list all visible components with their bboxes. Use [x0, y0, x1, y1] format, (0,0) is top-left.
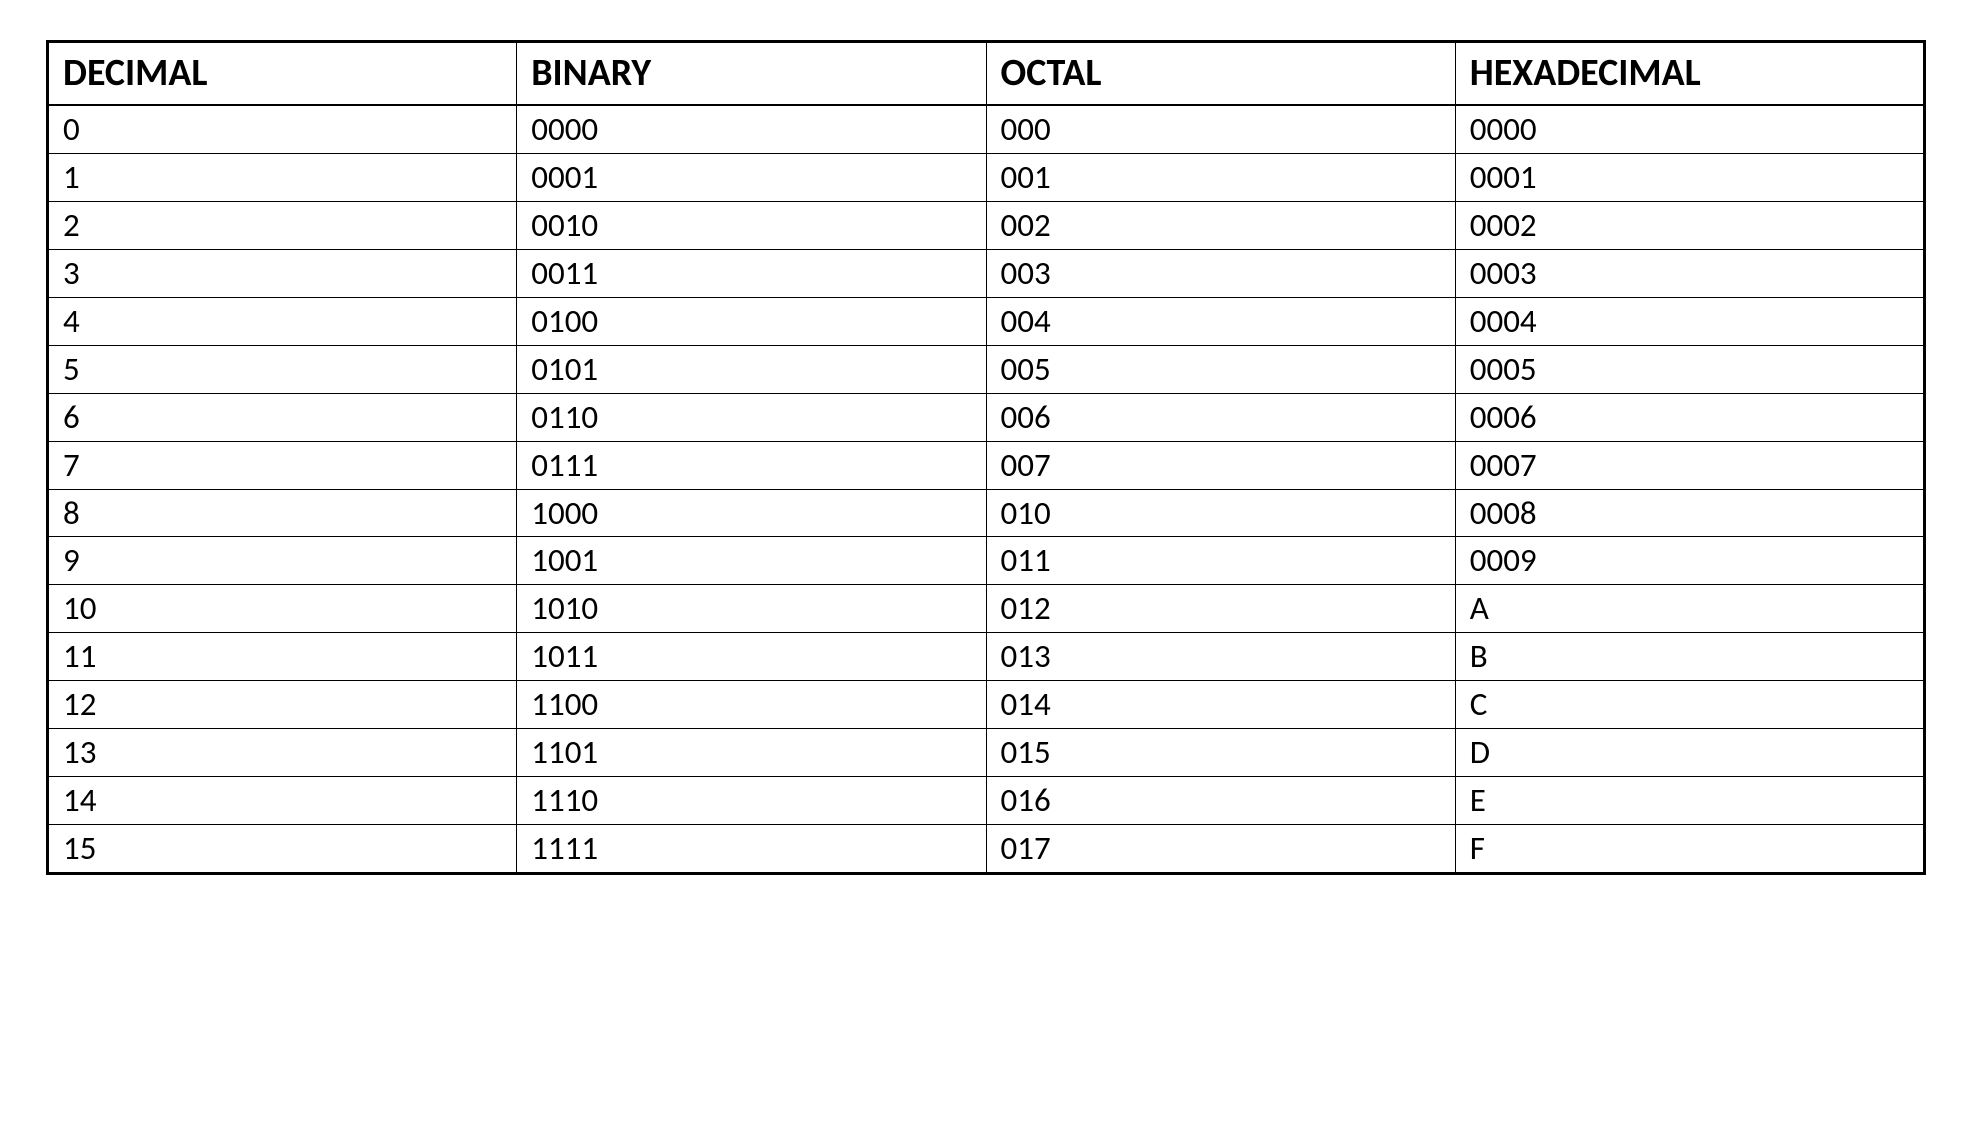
cell-decimal: 5 [48, 345, 517, 393]
table-row: 6 0110 006 0006 [48, 393, 1925, 441]
cell-decimal: 3 [48, 250, 517, 298]
cell-hexadecimal: 0004 [1455, 297, 1924, 345]
table-header-row: DECIMAL BINARY OCTAL HEXADECIMAL [48, 42, 1925, 106]
cell-octal: 014 [986, 681, 1455, 729]
table-header: DECIMAL BINARY OCTAL HEXADECIMAL [48, 42, 1925, 106]
column-header-hexadecimal: HEXADECIMAL [1455, 42, 1924, 106]
cell-binary: 1010 [517, 585, 986, 633]
cell-hexadecimal: 0008 [1455, 489, 1924, 537]
table-row: 12 1100 014 C [48, 681, 1925, 729]
cell-binary: 0010 [517, 202, 986, 250]
cell-decimal: 11 [48, 633, 517, 681]
cell-octal: 015 [986, 728, 1455, 776]
cell-octal: 005 [986, 345, 1455, 393]
cell-hexadecimal: 0007 [1455, 441, 1924, 489]
cell-octal: 002 [986, 202, 1455, 250]
table-row: 4 0100 004 0004 [48, 297, 1925, 345]
cell-octal: 012 [986, 585, 1455, 633]
column-header-decimal: DECIMAL [48, 42, 517, 106]
cell-binary: 1011 [517, 633, 986, 681]
cell-decimal: 14 [48, 776, 517, 824]
cell-decimal: 9 [48, 537, 517, 585]
cell-binary: 0001 [517, 154, 986, 202]
cell-binary: 1101 [517, 728, 986, 776]
cell-binary: 1000 [517, 489, 986, 537]
table-row: 7 0111 007 0007 [48, 441, 1925, 489]
cell-octal: 013 [986, 633, 1455, 681]
cell-decimal: 7 [48, 441, 517, 489]
cell-binary: 1111 [517, 824, 986, 873]
table-row: 0 0000 000 0000 [48, 105, 1925, 153]
cell-hexadecimal: C [1455, 681, 1924, 729]
table-row: 15 1111 017 F [48, 824, 1925, 873]
cell-octal: 016 [986, 776, 1455, 824]
cell-hexadecimal: E [1455, 776, 1924, 824]
cell-hexadecimal: B [1455, 633, 1924, 681]
cell-octal: 001 [986, 154, 1455, 202]
cell-octal: 004 [986, 297, 1455, 345]
table-row: 8 1000 010 0008 [48, 489, 1925, 537]
cell-hexadecimal: 0000 [1455, 105, 1924, 153]
cell-decimal: 4 [48, 297, 517, 345]
cell-binary: 1110 [517, 776, 986, 824]
cell-hexadecimal: 0006 [1455, 393, 1924, 441]
table-row: 2 0010 002 0002 [48, 202, 1925, 250]
cell-binary: 0000 [517, 105, 986, 153]
table-row: 11 1011 013 B [48, 633, 1925, 681]
cell-hexadecimal: 0001 [1455, 154, 1924, 202]
cell-hexadecimal: F [1455, 824, 1924, 873]
cell-octal: 017 [986, 824, 1455, 873]
cell-octal: 000 [986, 105, 1455, 153]
cell-binary: 0101 [517, 345, 986, 393]
cell-hexadecimal: 0003 [1455, 250, 1924, 298]
table-row: 10 1010 012 A [48, 585, 1925, 633]
cell-decimal: 8 [48, 489, 517, 537]
cell-hexadecimal: 0002 [1455, 202, 1924, 250]
cell-octal: 006 [986, 393, 1455, 441]
cell-binary: 0111 [517, 441, 986, 489]
table-body: 0 0000 000 0000 1 0001 001 0001 2 0010 0… [48, 105, 1925, 873]
cell-decimal: 15 [48, 824, 517, 873]
cell-octal: 010 [986, 489, 1455, 537]
cell-binary: 0011 [517, 250, 986, 298]
cell-octal: 003 [986, 250, 1455, 298]
cell-binary: 0100 [517, 297, 986, 345]
number-base-table: DECIMAL BINARY OCTAL HEXADECIMAL 0 0000 … [46, 40, 1926, 875]
cell-decimal: 0 [48, 105, 517, 153]
cell-binary: 1100 [517, 681, 986, 729]
cell-hexadecimal: A [1455, 585, 1924, 633]
cell-binary: 1001 [517, 537, 986, 585]
column-header-octal: OCTAL [986, 42, 1455, 106]
cell-decimal: 13 [48, 728, 517, 776]
cell-octal: 007 [986, 441, 1455, 489]
cell-decimal: 10 [48, 585, 517, 633]
table-row: 9 1001 011 0009 [48, 537, 1925, 585]
table-row: 13 1101 015 D [48, 728, 1925, 776]
cell-octal: 011 [986, 537, 1455, 585]
cell-hexadecimal: 0005 [1455, 345, 1924, 393]
table-row: 1 0001 001 0001 [48, 154, 1925, 202]
table-row: 3 0011 003 0003 [48, 250, 1925, 298]
number-base-table-container: DECIMAL BINARY OCTAL HEXADECIMAL 0 0000 … [46, 40, 1926, 875]
cell-binary: 0110 [517, 393, 986, 441]
column-header-binary: BINARY [517, 42, 986, 106]
cell-hexadecimal: D [1455, 728, 1924, 776]
cell-decimal: 1 [48, 154, 517, 202]
table-row: 5 0101 005 0005 [48, 345, 1925, 393]
cell-decimal: 6 [48, 393, 517, 441]
cell-hexadecimal: 0009 [1455, 537, 1924, 585]
table-row: 14 1110 016 E [48, 776, 1925, 824]
cell-decimal: 12 [48, 681, 517, 729]
cell-decimal: 2 [48, 202, 517, 250]
